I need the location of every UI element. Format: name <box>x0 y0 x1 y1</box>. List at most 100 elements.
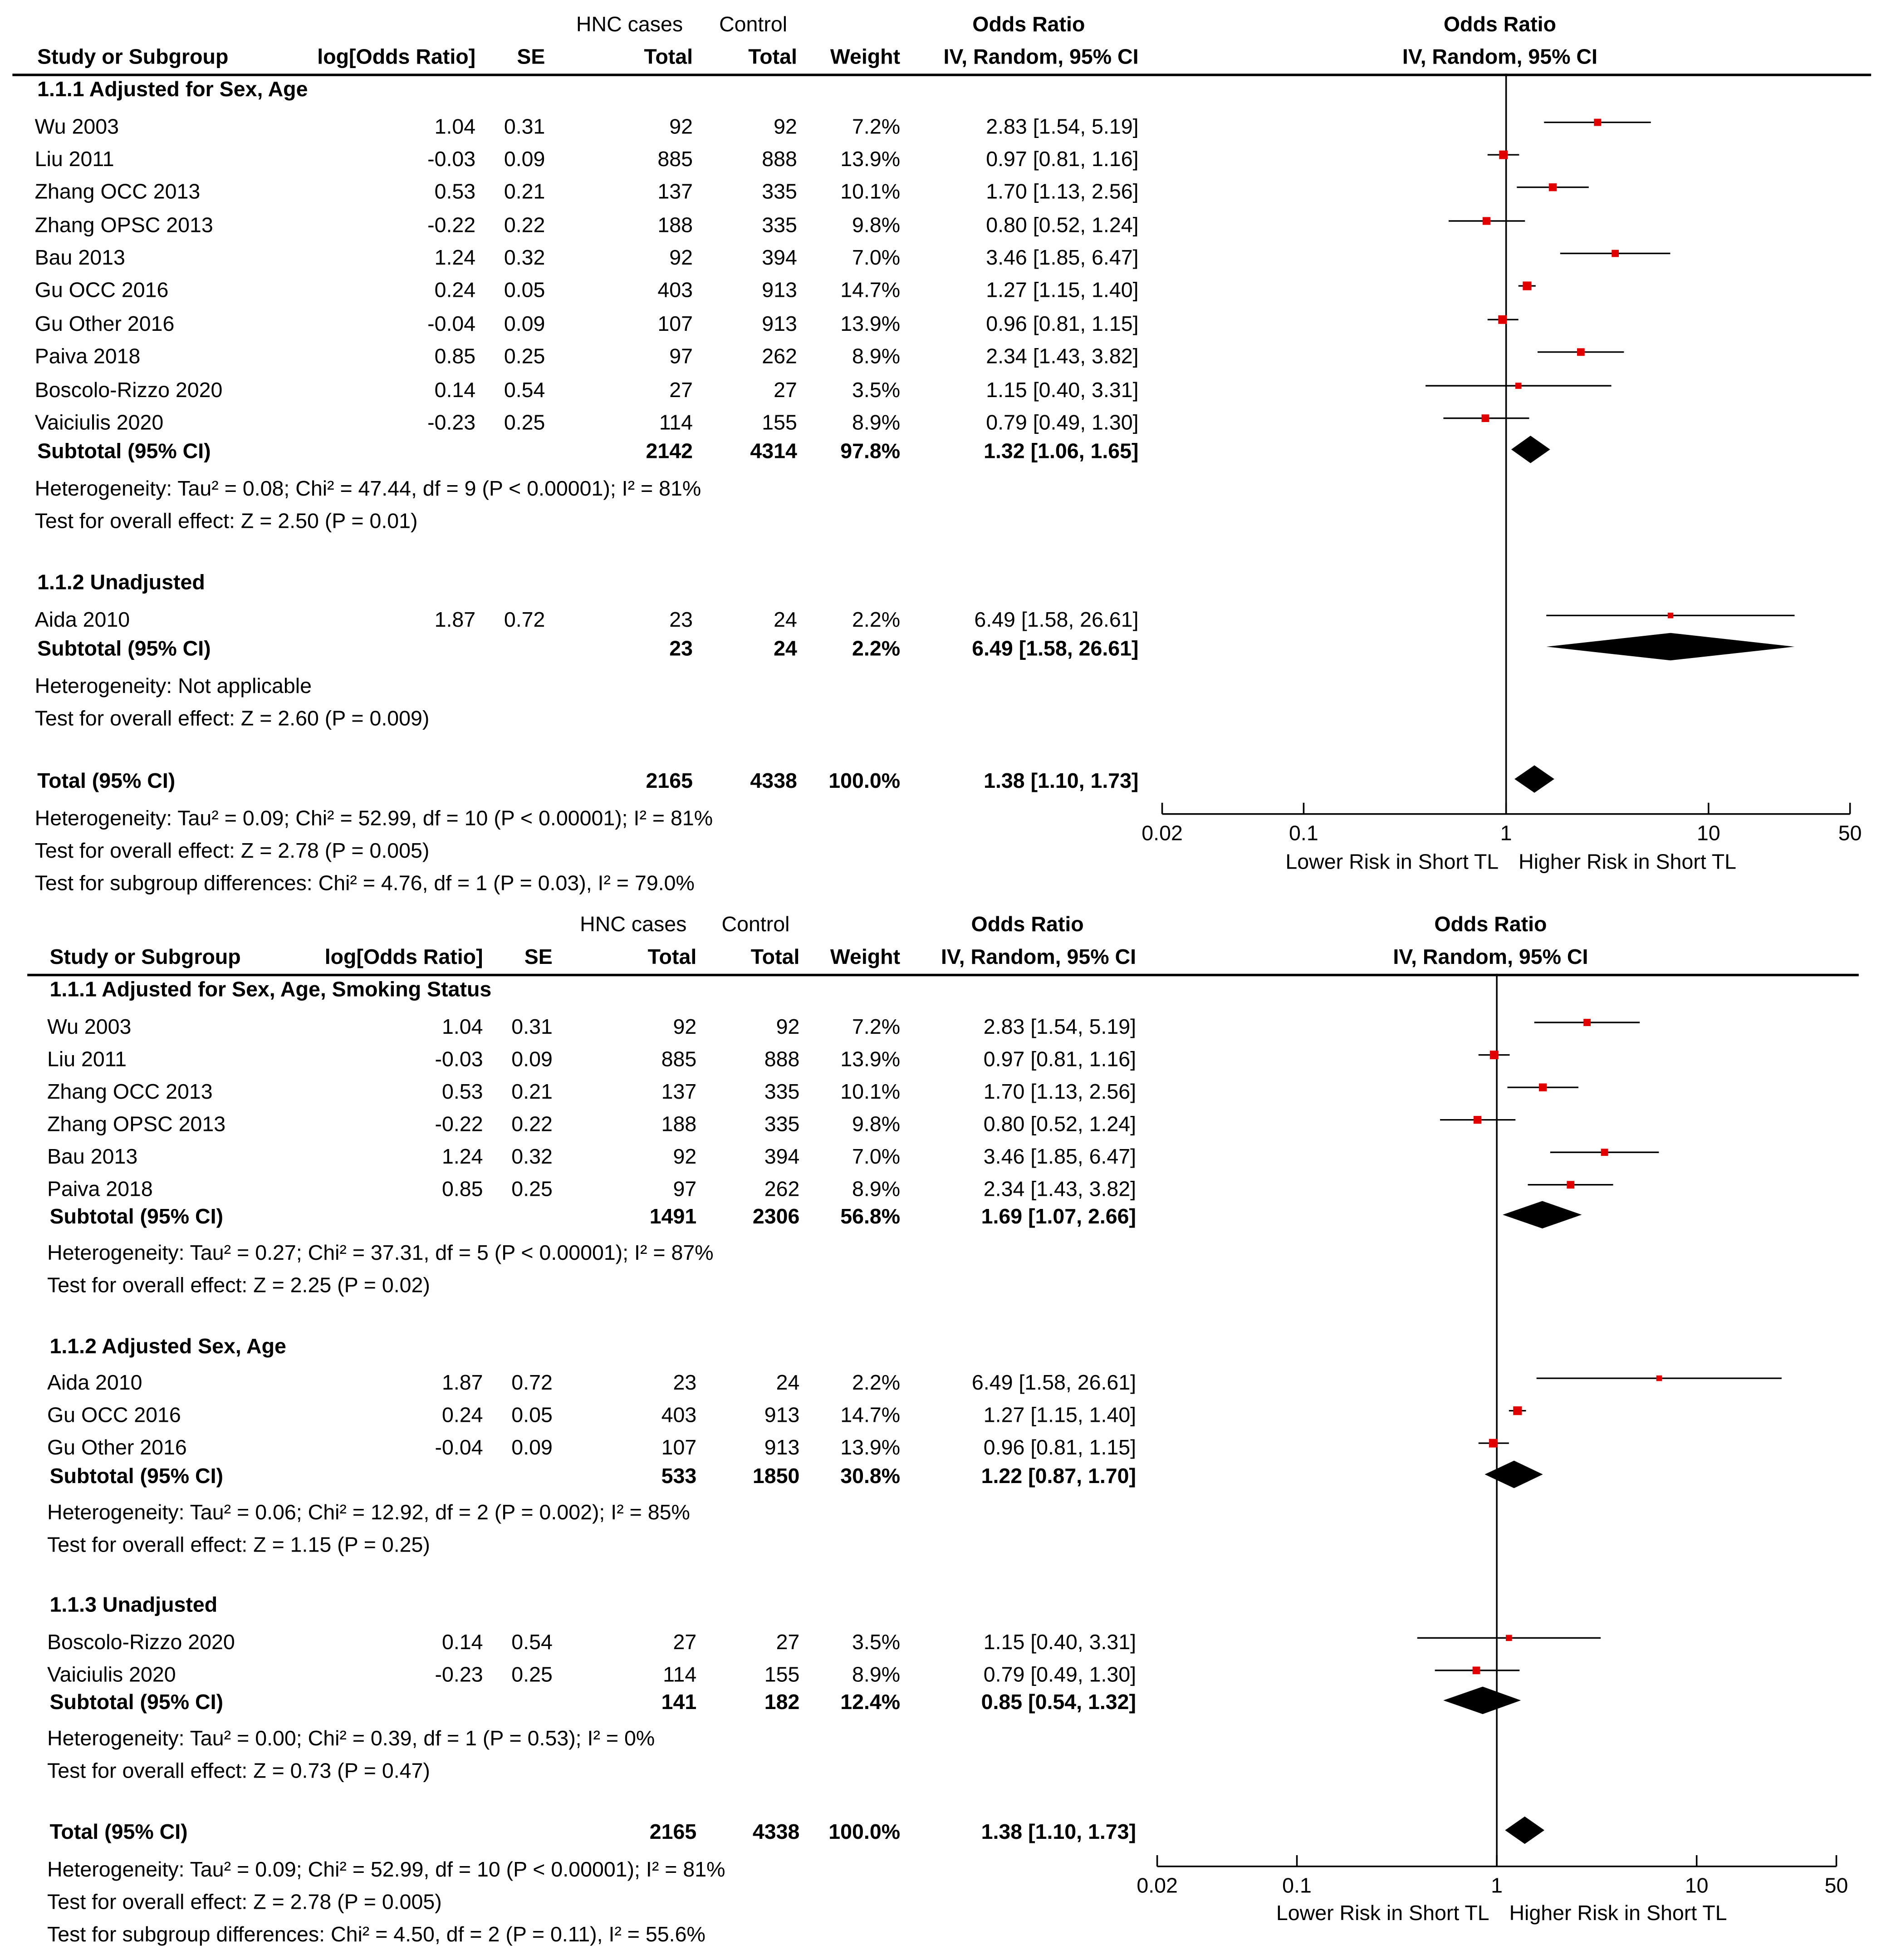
study-se: 0.05 <box>511 1403 553 1427</box>
study-logor: 1.24 <box>434 246 476 270</box>
study-cases-total: 188 <box>661 1112 697 1136</box>
study-logor: 1.24 <box>442 1145 483 1169</box>
study-or-ci: 1.27 [1.15, 1.40] <box>983 1403 1137 1427</box>
study-mark <box>1448 217 1525 225</box>
study-cases-total: 92 <box>669 246 693 270</box>
study-se: 0.54 <box>504 378 545 402</box>
subtotal-or-ci: 1.32 [1.06, 1.65] <box>984 439 1139 463</box>
study-or-ci: 3.46 [1.85, 6.47] <box>986 246 1139 270</box>
study-cases-total: 885 <box>661 1047 697 1071</box>
study-weight: 14.7% <box>840 1403 901 1427</box>
study-mark <box>1560 250 1671 257</box>
total-diamond <box>1505 1816 1544 1844</box>
study-logor: 0.24 <box>442 1403 483 1427</box>
study-mark <box>1417 1635 1601 1641</box>
x-tick-label: 1 <box>1491 1874 1503 1898</box>
study-name: Bau 2013 <box>34 246 125 270</box>
study-control-total: 913 <box>764 1435 800 1459</box>
study-or-ci: 1.15 [0.40, 3.31] <box>986 378 1139 402</box>
study-se: 0.32 <box>504 246 545 270</box>
study-control-total: 262 <box>762 344 797 368</box>
study-name: Gu Other 2016 <box>47 1435 187 1459</box>
study-control-total: 913 <box>762 312 797 336</box>
subgroup-title: 1.1.2 Unadjusted <box>37 570 205 594</box>
study-weight: 8.9% <box>852 411 901 435</box>
study-weight: 7.2% <box>852 115 901 139</box>
x-tick-label: 10 <box>1696 821 1720 845</box>
col-or-method-header: IV, Random, 95% CI <box>941 945 1137 969</box>
study-mark <box>1435 1666 1520 1675</box>
study-mark <box>1507 1083 1578 1091</box>
study-mark <box>1440 1116 1516 1124</box>
total-diamond <box>1514 765 1554 793</box>
point-estimate <box>1583 1019 1591 1027</box>
total-heterogeneity: Heterogeneity: Tau² = 0.09; Chi² = 52.99… <box>47 1857 725 1881</box>
study-name: Zhang OCC 2013 <box>47 1080 213 1104</box>
x-tick-label: 0.02 <box>1142 821 1183 845</box>
study-weight: 3.5% <box>852 1630 901 1655</box>
subtotal-or-ci: 1.69 [1.07, 2.66] <box>981 1204 1137 1228</box>
subtotal-cases: 533 <box>661 1464 697 1488</box>
study-se: 0.05 <box>504 278 545 302</box>
study-mark <box>1550 1149 1659 1156</box>
study-or-ci: 0.97 [0.81, 1.16] <box>986 147 1139 171</box>
study-cases-total: 27 <box>669 378 693 402</box>
subgroup-heterogeneity: Heterogeneity: Not applicable <box>34 674 312 698</box>
study-mark <box>1426 383 1612 389</box>
study-logor: 1.87 <box>434 608 476 632</box>
subtotal-control: 2306 <box>752 1204 800 1228</box>
study-weight: 13.9% <box>840 1047 901 1071</box>
subgroup-overall-effect: Test for overall effect: Z = 0.73 (P = 0… <box>47 1759 430 1783</box>
study-name: Zhang OPSC 2013 <box>47 1112 226 1136</box>
study-logor: -0.22 <box>435 1112 483 1136</box>
study-or-ci: 1.27 [1.15, 1.40] <box>986 278 1139 302</box>
study-mark <box>1487 150 1519 159</box>
study-weight: 10.1% <box>840 1080 901 1104</box>
subtotal-label: Subtotal (95% CI) <box>37 439 211 463</box>
study-weight: 13.9% <box>840 1435 901 1459</box>
study-control-total: 155 <box>762 411 797 435</box>
study-logor: -0.03 <box>435 1047 483 1071</box>
subgroup-differences: Test for subgroup differences: Chi² = 4.… <box>47 1922 705 1946</box>
study-weight: 8.9% <box>852 1177 901 1201</box>
col-weight-header: Weight <box>830 945 901 969</box>
study-name: Paiva 2018 <box>47 1177 153 1201</box>
study-se: 0.09 <box>504 147 545 171</box>
x-tick-label: 0.02 <box>1137 1874 1178 1898</box>
study-mark <box>1518 281 1536 290</box>
study-logor: 0.14 <box>442 1630 483 1655</box>
study-cases-total: 137 <box>661 1080 697 1104</box>
study-control-total: 394 <box>762 246 797 270</box>
control-header: Control <box>719 12 788 36</box>
study-mark <box>1487 315 1519 324</box>
study-name: Gu Other 2016 <box>34 312 175 336</box>
study-name: Paiva 2018 <box>34 344 141 368</box>
total-label: Total (95% CI) <box>37 769 176 793</box>
subtotal-weight: 30.8% <box>840 1464 901 1488</box>
study-or-ci: 2.34 [1.43, 3.82] <box>986 344 1139 368</box>
point-estimate <box>1594 118 1602 126</box>
study-name: Gu OCC 2016 <box>34 278 169 302</box>
axis-left-label: Lower Risk in Short TL <box>1276 1901 1489 1926</box>
subtotal-diamond <box>1511 436 1550 463</box>
study-weight: 3.5% <box>852 378 901 402</box>
point-estimate <box>1656 1375 1662 1381</box>
total-cases: 2165 <box>649 1820 697 1844</box>
point-estimate <box>1515 383 1522 389</box>
point-estimate <box>1567 1181 1575 1189</box>
x-tick-label: 10 <box>1685 1874 1709 1898</box>
study-control-total: 27 <box>776 1630 800 1655</box>
study-cases-total: 92 <box>669 115 693 139</box>
study-cases-total: 27 <box>673 1630 697 1655</box>
study-cases-total: 97 <box>669 344 693 368</box>
study-mark <box>1537 348 1624 356</box>
study-weight: 13.9% <box>840 312 901 336</box>
point-estimate <box>1612 250 1619 257</box>
col-total-control-header: Total <box>748 45 797 69</box>
subgroup-heterogeneity: Heterogeneity: Tau² = 0.06; Chi² = 12.92… <box>47 1500 690 1524</box>
study-or-ci: 6.49 [1.58, 26.61] <box>974 608 1139 632</box>
subtotal-control: 1850 <box>752 1464 800 1488</box>
study-logor: -0.03 <box>427 147 476 171</box>
